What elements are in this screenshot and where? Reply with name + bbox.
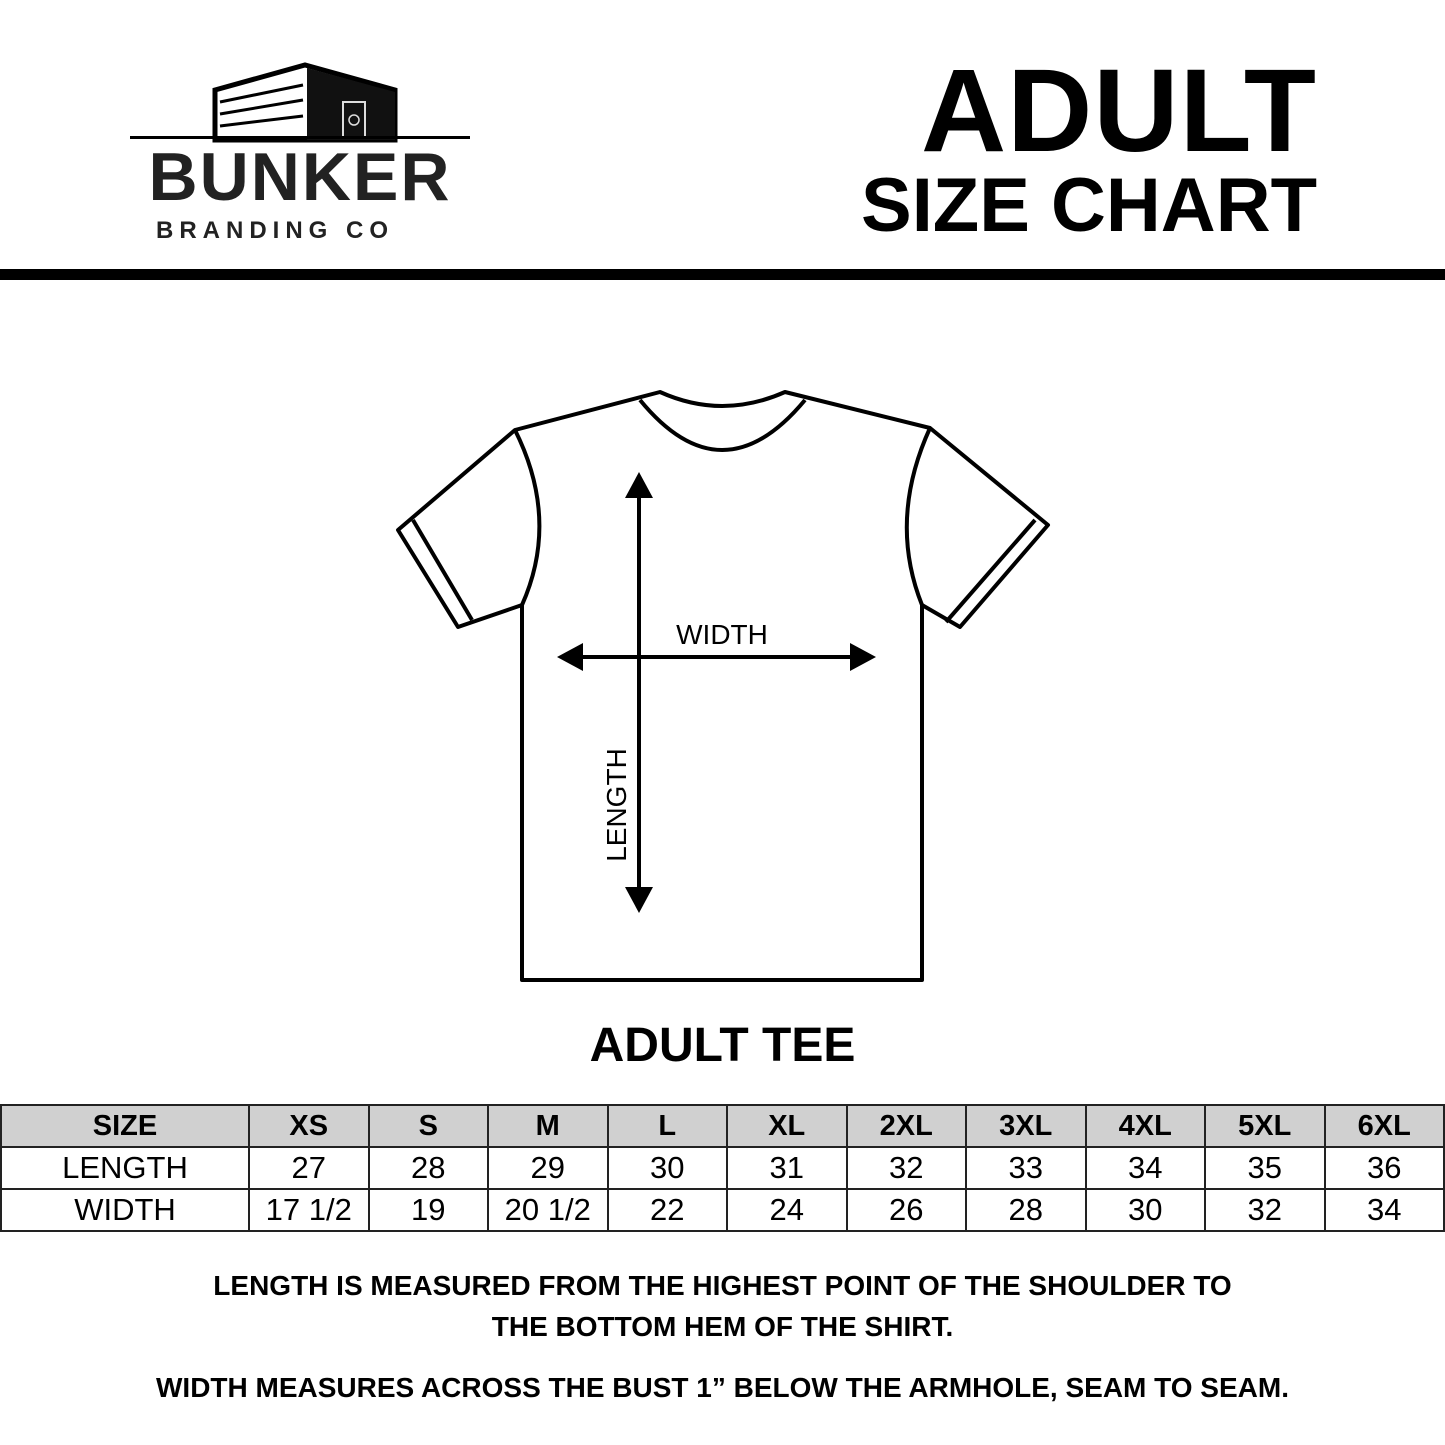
header-cell: L <box>606 1104 728 1148</box>
brand-logo: BUNKER BRANDING CO <box>125 50 475 245</box>
table-cell: 34 <box>1323 1188 1445 1232</box>
tee-diagram: WIDTH LENGTH <box>396 390 1050 982</box>
width-note: WIDTH MEASURES ACROSS THE BUST 1” BELOW … <box>155 1372 1289 1403</box>
header-cell: 3XL <box>965 1104 1087 1148</box>
table-cell: 33 <box>965 1146 1087 1190</box>
width-arrow <box>557 643 876 671</box>
table-row: LENGTH 27 28 29 30 31 32 33 34 35 36 <box>0 1146 1445 1190</box>
table-cell: 32 <box>1204 1188 1326 1232</box>
table-cell: 30 <box>606 1146 728 1190</box>
table-cell: 28 <box>367 1146 489 1190</box>
table-cell: 26 <box>845 1188 967 1232</box>
table-cell: 22 <box>606 1188 728 1232</box>
header-cell: 5XL <box>1204 1104 1326 1148</box>
table-cell: 28 <box>965 1188 1087 1232</box>
tee-outline <box>396 390 1050 982</box>
size-table: SIZE XS S M L XL 2XL 3XL 4XL 5XL 6XL LEN… <box>0 1104 1445 1232</box>
table-cell: 29 <box>487 1146 609 1190</box>
brand-name: BUNKER <box>149 139 452 215</box>
garment-title: ADULT TEE <box>589 1019 856 1072</box>
row-label: WIDTH <box>0 1188 250 1232</box>
header-cell: XL <box>726 1104 848 1148</box>
length-arrow <box>625 472 653 913</box>
row-label: LENGTH <box>0 1146 250 1190</box>
table-cell: 32 <box>845 1146 967 1190</box>
header-cell: 4XL <box>1084 1104 1206 1148</box>
page-subtitle: SIZE CHART <box>861 163 1317 248</box>
header-cell: 2XL <box>845 1104 967 1148</box>
table-cell: 34 <box>1084 1146 1206 1190</box>
header-cell: XS <box>248 1104 370 1148</box>
brand-sub: BRANDING CO <box>156 217 394 244</box>
table-cell: 30 <box>1084 1188 1206 1232</box>
table-cell: 35 <box>1204 1146 1326 1190</box>
table-header-row: SIZE XS S M L XL 2XL 3XL 4XL 5XL 6XL <box>0 1104 1445 1148</box>
header-cell: 6XL <box>1323 1104 1445 1148</box>
table-cell: 24 <box>726 1188 848 1232</box>
length-label: LENGTH <box>601 748 632 862</box>
logo-graphic: BUNKER BRANDING CO <box>130 62 470 244</box>
table-row: WIDTH 17 1/2 19 20 1/2 22 24 26 28 30 32… <box>0 1188 1445 1232</box>
page-title: ADULT <box>920 45 1317 177</box>
length-note-line-2: THE BOTTOM HEM OF THE SHIRT. <box>491 1311 954 1342</box>
header-cell: M <box>487 1104 609 1148</box>
table-cell: 20 1/2 <box>487 1188 609 1232</box>
table-cell: 19 <box>367 1188 489 1232</box>
table-cell: 27 <box>248 1146 370 1190</box>
table-cell: 17 1/2 <box>248 1188 370 1232</box>
divider <box>0 269 1445 280</box>
length-note-line-1: LENGTH IS MEASURED FROM THE HIGHEST POIN… <box>213 1270 1232 1301</box>
header-cell: S <box>367 1104 489 1148</box>
header-cell: SIZE <box>0 1104 250 1148</box>
table-cell: 31 <box>726 1146 848 1190</box>
table-cell: 36 <box>1323 1146 1445 1190</box>
width-label: WIDTH <box>676 619 768 650</box>
